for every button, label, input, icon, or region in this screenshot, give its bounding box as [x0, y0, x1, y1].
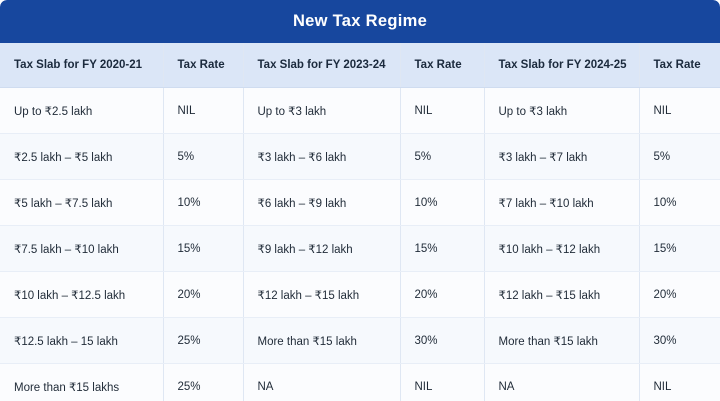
table-row: ₹5 lakh – ₹7.5 lakh 10% ₹6 lakh – ₹9 lak…: [0, 179, 720, 226]
cell-rate-2023-24: 20%: [400, 271, 485, 318]
cell-slab-2020-21: Up to ₹2.5 lakh: [0, 87, 164, 134]
cell-slab-2023-24: Up to ₹3 lakh: [243, 87, 401, 134]
table-body: Up to ₹2.5 lakh NIL Up to ₹3 lakh NIL Up…: [0, 87, 720, 401]
cell-slab-2020-21: ₹7.5 lakh – ₹10 lakh: [0, 225, 164, 272]
cell-slab-2023-24: More than ₹15 lakh: [243, 317, 401, 364]
cell-slab-2020-21: ₹2.5 lakh – ₹5 lakh: [0, 133, 164, 180]
cell-rate-2024-25: NIL: [639, 363, 720, 401]
tax-slab-table: Tax Slab for FY 2020-21 Tax Rate Tax Sla…: [0, 43, 720, 401]
cell-slab-2023-24: ₹6 lakh – ₹9 lakh: [243, 179, 401, 226]
cell-rate-2020-21: 20%: [163, 271, 244, 318]
page-title: New Tax Regime: [292, 12, 428, 30]
card-title-bar: New Tax Regime: [0, 0, 720, 43]
cell-rate-2024-25: 10%: [639, 179, 720, 226]
cell-slab-2024-25: ₹3 lakh – ₹7 lakh: [484, 133, 640, 180]
cell-slab-2020-21: ₹12.5 lakh – 15 lakh: [0, 317, 164, 364]
table-row: ₹12.5 lakh – 15 lakh 25% More than ₹15 l…: [0, 317, 720, 364]
cell-slab-2024-25: Up to ₹3 lakh: [484, 87, 640, 134]
cell-rate-2020-21: 5%: [163, 133, 244, 180]
cell-rate-2024-25: NIL: [639, 87, 720, 134]
table-row: More than ₹15 lakhs 25% NA NIL NA NIL: [0, 363, 720, 401]
cell-slab-2023-24: NA: [243, 363, 401, 401]
table-row: ₹7.5 lakh – ₹10 lakh 15% ₹9 lakh – ₹12 l…: [0, 225, 720, 272]
cell-rate-2024-25: 20%: [639, 271, 720, 318]
cell-slab-2020-21: ₹10 lakh – ₹12.5 lakh: [0, 271, 164, 318]
cell-slab-2024-25: More than ₹15 lakh: [484, 317, 640, 364]
cell-rate-2023-24: 10%: [400, 179, 485, 226]
cell-slab-2023-24: ₹12 lakh – ₹15 lakh: [243, 271, 401, 318]
cell-rate-2023-24: NIL: [400, 87, 485, 134]
column-header-rate-2023-24: Tax Rate: [400, 43, 485, 88]
cell-slab-2020-21: More than ₹15 lakhs: [0, 363, 164, 401]
cell-rate-2024-25: 5%: [639, 133, 720, 180]
cell-slab-2024-25: NA: [484, 363, 640, 401]
cell-rate-2020-21: 15%: [163, 225, 244, 272]
column-header-rate-2020-21: Tax Rate: [163, 43, 244, 88]
cell-rate-2020-21: 25%: [163, 363, 244, 401]
column-header-rate-2024-25: Tax Rate: [639, 43, 720, 88]
cell-rate-2024-25: 30%: [639, 317, 720, 364]
cell-slab-2023-24: ₹9 lakh – ₹12 lakh: [243, 225, 401, 272]
cell-slab-2020-21: ₹5 lakh – ₹7.5 lakh: [0, 179, 164, 226]
column-header-slab-2024-25: Tax Slab for FY 2024-25: [484, 43, 640, 88]
cell-slab-2024-25: ₹10 lakh – ₹12 lakh: [484, 225, 640, 272]
table-header-row: Tax Slab for FY 2020-21 Tax Rate Tax Sla…: [0, 43, 720, 88]
column-header-slab-2023-24: Tax Slab for FY 2023-24: [243, 43, 401, 88]
cell-rate-2023-24: 30%: [400, 317, 485, 364]
table-row: Up to ₹2.5 lakh NIL Up to ₹3 lakh NIL Up…: [0, 87, 720, 134]
cell-rate-2020-21: NIL: [163, 87, 244, 134]
cell-rate-2024-25: 15%: [639, 225, 720, 272]
cell-rate-2020-21: 25%: [163, 317, 244, 364]
cell-rate-2023-24: NIL: [400, 363, 485, 401]
cell-rate-2020-21: 10%: [163, 179, 244, 226]
cell-slab-2024-25: ₹7 lakh – ₹10 lakh: [484, 179, 640, 226]
table-row: ₹10 lakh – ₹12.5 lakh 20% ₹12 lakh – ₹15…: [0, 271, 720, 318]
cell-slab-2024-25: ₹12 lakh – ₹15 lakh: [484, 271, 640, 318]
table-header: Tax Slab for FY 2020-21 Tax Rate Tax Sla…: [0, 43, 720, 88]
cell-slab-2023-24: ₹3 lakh – ₹6 lakh: [243, 133, 401, 180]
cell-rate-2023-24: 15%: [400, 225, 485, 272]
table-row: ₹2.5 lakh – ₹5 lakh 5% ₹3 lakh – ₹6 lakh…: [0, 133, 720, 180]
column-header-slab-2020-21: Tax Slab for FY 2020-21: [0, 43, 164, 88]
cell-rate-2023-24: 5%: [400, 133, 485, 180]
